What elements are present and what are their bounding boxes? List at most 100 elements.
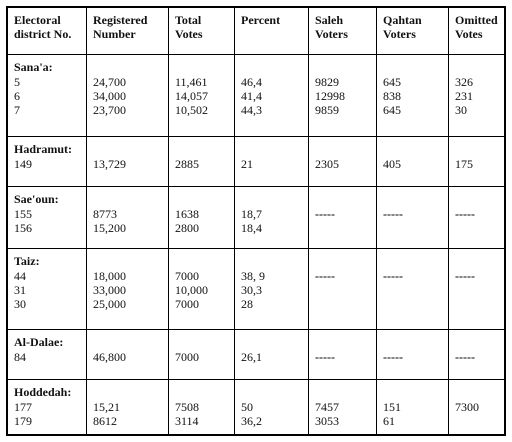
- cell-value: 61: [383, 414, 395, 428]
- row-spacer: [455, 142, 504, 156]
- value-cell: 151 61: [376, 380, 448, 435]
- cell-value: 13,729: [93, 157, 126, 171]
- header-line: [241, 27, 308, 41]
- cell-value: [455, 283, 504, 297]
- row-spacer: [175, 60, 234, 74]
- value-cell: 26,1: [234, 330, 308, 380]
- cell-value: 34,000: [93, 89, 126, 103]
- district-number: 7: [14, 103, 20, 117]
- cell-value: 21: [241, 157, 253, 171]
- header-line: district No.: [14, 27, 72, 41]
- cell-value: 326: [455, 75, 473, 89]
- cell-value: [383, 283, 448, 297]
- header-cell: Percent: [234, 8, 308, 54]
- row-spacer: [383, 254, 448, 268]
- row-spacer: [455, 60, 504, 74]
- table-row: Hoddedah: 177 179 15,21 8612 7508 3114 50 36,…: [8, 379, 504, 435]
- row-spacer: [455, 335, 504, 349]
- cell-value: 175: [455, 157, 473, 171]
- district-number: 31: [14, 283, 26, 297]
- cell-value: 645: [383, 75, 401, 89]
- value-cell: 7000 10,000 7000: [168, 249, 234, 330]
- cell-value: [455, 221, 504, 235]
- district-cell: Hoddedah: 177 179: [8, 380, 86, 435]
- cell-value: 8612: [93, 414, 117, 428]
- row-spacer: [175, 254, 234, 268]
- cell-value: [383, 221, 448, 235]
- value-cell: 13,729: [86, 137, 168, 187]
- value-cell: 7000: [168, 330, 234, 380]
- value-cell: 15,21 8612: [86, 380, 168, 435]
- row-spacer: [383, 192, 448, 206]
- table-row: Hadramut: 149 13,729 2885 21 2305 405 175: [8, 136, 504, 187]
- value-cell: -----: [448, 330, 504, 380]
- header-line: Voters: [383, 27, 416, 41]
- row-spacer: [383, 142, 448, 156]
- header-row: Electoral district No. Registered Number Tot…: [8, 8, 504, 54]
- value-cell: 18,000 33,000 25,000: [86, 249, 168, 330]
- row-spacer: [383, 335, 448, 349]
- row-spacer: [93, 60, 168, 74]
- row-spacer: [455, 192, 504, 206]
- cell-value: 23,700: [93, 103, 126, 117]
- cell-value: -----: [455, 350, 475, 364]
- district-number: 177: [14, 400, 32, 414]
- cell-value: 2885: [175, 157, 199, 171]
- cell-value: -----: [315, 350, 335, 364]
- district-number: 30: [14, 297, 26, 311]
- value-cell: 326 231 30: [448, 55, 504, 137]
- cell-value: 36,2: [241, 414, 262, 428]
- cell-value: 26,1: [241, 350, 262, 364]
- value-cell: 645 838 645: [376, 55, 448, 137]
- district-name: Taiz:: [14, 254, 40, 268]
- value-cell: 50 36,2: [234, 380, 308, 435]
- district-cell: Sana'a: 5 6 7: [8, 55, 86, 137]
- value-cell: 175: [448, 137, 504, 187]
- cell-value: 645: [383, 103, 401, 117]
- value-cell: 2885: [168, 137, 234, 187]
- cell-value: 10,000: [175, 283, 208, 297]
- district-name: Hadramut:: [14, 142, 72, 156]
- cell-value: 9829: [315, 75, 339, 89]
- row-spacer: [315, 254, 376, 268]
- district-number: 179: [14, 414, 32, 428]
- cell-value: -----: [315, 269, 335, 283]
- cell-value: 231: [455, 89, 473, 103]
- row-spacer: [241, 254, 308, 268]
- row-spacer: [175, 142, 234, 156]
- row-spacer: [93, 192, 168, 206]
- row-spacer: [93, 385, 168, 399]
- district-name: Sae'oun:: [14, 192, 59, 206]
- header-line: Registered: [93, 13, 148, 27]
- cell-value: 38, 9: [241, 269, 265, 283]
- cell-value: 1638: [175, 207, 199, 221]
- value-cell: 9829 12998 9859: [308, 55, 376, 137]
- cell-value: -----: [315, 207, 335, 221]
- cell-value: 15,21: [93, 400, 120, 414]
- cell-value: 12998: [315, 89, 345, 103]
- cell-value: 18,7: [241, 207, 262, 221]
- row-spacer: [315, 60, 376, 74]
- district-name: Al-Dalae:: [14, 335, 64, 349]
- district-cell: Sae'oun: 155 156: [8, 187, 86, 249]
- cell-value: 3114: [175, 414, 199, 428]
- header-cell: Omitted Votes: [448, 8, 504, 54]
- header-cell: Saleh Voters: [308, 8, 376, 54]
- row-spacer: [241, 385, 308, 399]
- cell-value: [315, 297, 376, 311]
- district-number: 44: [14, 269, 26, 283]
- district-name: Sana'a:: [14, 60, 53, 74]
- cell-value: 7508: [175, 400, 199, 414]
- cell-value: 2305: [315, 157, 339, 171]
- cell-value: 8773: [93, 207, 117, 221]
- cell-value: [383, 297, 448, 311]
- cell-value: 7300: [455, 400, 479, 414]
- table-row: Taiz: 44 31 30 18,000 33,000 25,000 7000 10,00…: [8, 248, 504, 330]
- cell-value: 50: [241, 400, 253, 414]
- district-number: 149: [14, 157, 32, 171]
- cell-value: 11,461: [175, 75, 208, 89]
- value-cell: 2305: [308, 137, 376, 187]
- row-spacer: [241, 142, 308, 156]
- value-cell: 7300: [448, 380, 504, 435]
- header-line: Voters: [315, 27, 348, 41]
